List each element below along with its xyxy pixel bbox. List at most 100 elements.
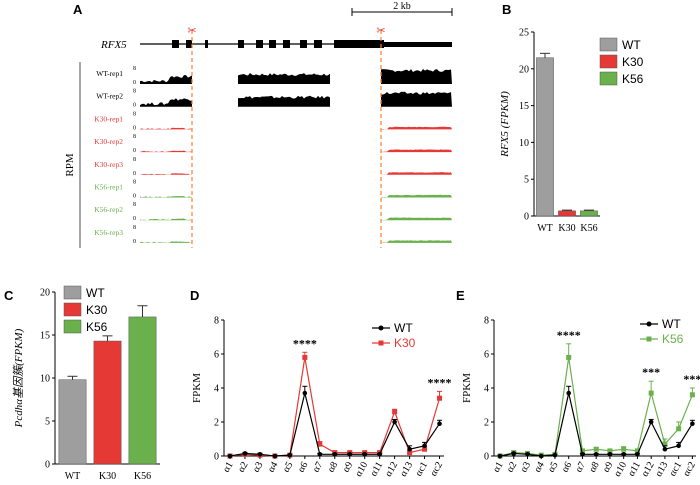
legend-label: K30 — [86, 303, 108, 317]
data-point — [621, 446, 627, 452]
data-point — [566, 390, 572, 396]
data-point — [377, 452, 382, 457]
track-ymax: 8 — [133, 66, 136, 72]
x-tick-label: α1 — [221, 460, 236, 474]
x-tick-label: α13 — [653, 460, 670, 479]
panel-label-b: B — [502, 2, 511, 17]
data-point — [497, 453, 503, 459]
x-tick-label: αc1 — [667, 460, 684, 478]
series-line — [499, 392, 693, 457]
exon-block — [238, 40, 244, 48]
coverage-peak — [381, 217, 452, 221]
y-tick-label: 15 — [519, 101, 529, 112]
data-point — [607, 448, 613, 454]
legend-marker — [646, 336, 652, 342]
significance-mark: **** — [557, 328, 581, 342]
x-tick-label: α6 — [560, 460, 575, 474]
y-tick-label: 5 — [45, 417, 50, 428]
x-tick-label: α12 — [383, 460, 400, 479]
y-axis-label: FPKM — [191, 373, 203, 403]
coverage-peak — [381, 126, 452, 130]
data-point — [525, 452, 530, 457]
data-point — [621, 452, 626, 457]
track-label: K56-rep1 — [94, 183, 123, 192]
track-ymax: 8 — [133, 180, 136, 186]
data-point — [422, 446, 428, 452]
exon-block — [384, 42, 452, 47]
x-tick-label: α7 — [311, 460, 326, 474]
gene-exons — [172, 40, 452, 48]
y-tick-label: 8 — [484, 316, 489, 327]
track-ymin: 0 — [133, 216, 136, 222]
coverage-peak — [140, 218, 192, 221]
legend-label: K30 — [394, 336, 416, 350]
legend-swatch — [63, 302, 82, 317]
data-point — [437, 395, 443, 401]
data-point — [437, 421, 442, 427]
track-ymin: 0 — [133, 194, 136, 200]
legend-marker — [378, 325, 384, 331]
y-axis-label: Pcdhα基因簇(FPKM) — [12, 328, 25, 428]
significance-mark: **** — [293, 336, 317, 350]
legend-swatch — [63, 319, 82, 334]
significance-mark: *** — [642, 365, 660, 379]
x-tick-label: α4 — [266, 460, 281, 474]
data-point — [347, 452, 353, 457]
coverage-peak — [140, 75, 192, 84]
bar — [558, 210, 576, 217]
y-tick-label: 5 — [524, 175, 529, 186]
panel-label-c: C — [4, 288, 14, 303]
track-ymax: 8 — [133, 202, 136, 208]
track-label: K30-rep1 — [94, 114, 123, 123]
y-tick-label: 0 — [484, 452, 489, 463]
legend-swatch — [599, 71, 618, 86]
x-tick-label: α7 — [573, 460, 588, 474]
series-line — [229, 357, 441, 457]
data-point — [392, 409, 398, 415]
data-point — [607, 452, 613, 457]
track-label: K30-rep2 — [94, 137, 123, 146]
panel-b-chart: 0 5 10 15 20 25 WT K30 K56 RFX5 (FPKM) WT K30 K56 — [499, 28, 644, 235]
x-tick-label: α13 — [398, 460, 415, 479]
data-point — [593, 446, 599, 452]
x-tick-label: α10 — [353, 460, 370, 479]
x-tick-label: α5 — [546, 460, 561, 474]
track-ymax: 8 — [133, 89, 136, 95]
data-point — [648, 419, 654, 425]
track-ymin: 0 — [133, 239, 136, 245]
data-point — [242, 451, 248, 456]
exon-block — [172, 40, 179, 48]
data-point — [392, 419, 397, 425]
panel-label-e: E — [456, 288, 465, 303]
series-line — [229, 392, 441, 457]
exon-block — [256, 40, 263, 48]
series-line — [499, 357, 693, 457]
x-tick-label: α11 — [626, 460, 643, 478]
x-tick-label: α1 — [491, 460, 506, 474]
x-tick-label: α3 — [251, 460, 266, 474]
data-point — [317, 441, 323, 447]
data-point — [634, 448, 640, 454]
y-tick-label: 2 — [214, 418, 219, 429]
data-point — [566, 354, 572, 360]
x-tick-label: K30 — [558, 223, 575, 234]
data-point — [689, 392, 695, 398]
legend-marker — [646, 321, 652, 327]
x-tick-label: α6 — [296, 460, 311, 474]
data-point — [287, 452, 293, 458]
coverage-peak — [140, 98, 192, 107]
coverage-peak — [140, 173, 192, 175]
track-ymax: 8 — [133, 134, 136, 140]
data-point — [690, 421, 695, 427]
track-ymin: 0 — [133, 148, 136, 154]
data-point — [317, 452, 323, 457]
data-point — [227, 453, 233, 459]
coverage-peak — [381, 149, 452, 153]
scissors-icon: ✂ — [187, 25, 196, 37]
exon-block — [269, 40, 276, 48]
panel-d-chart: 0 2 4 6 8 α1 α2 α3 α4 α5 α6 α7 α8 α9α10α11α12α13αc1αc… — [191, 316, 452, 479]
coverage-peak — [381, 69, 452, 84]
exon-block — [205, 40, 208, 48]
rpm-label: RPM — [64, 153, 76, 176]
x-tick-label: αc1 — [413, 460, 430, 478]
